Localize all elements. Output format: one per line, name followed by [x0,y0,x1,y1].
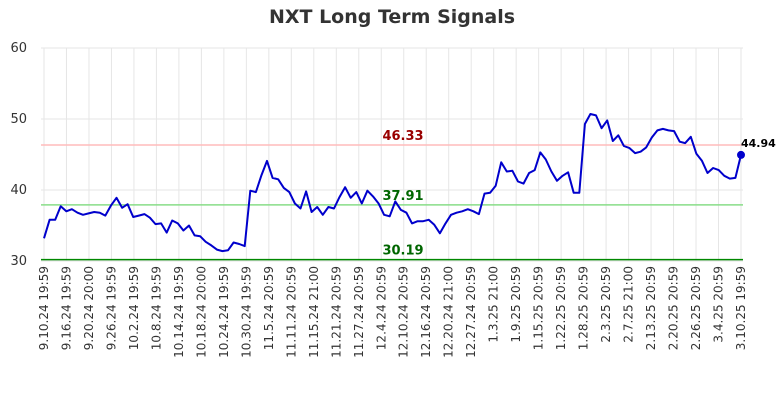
x-tick-label: 10.8.24 19:59 [149,266,163,350]
x-tick-label: 12.20.24 21:00 [442,266,456,358]
x-tick-label: 10.24.24 19:59 [217,266,231,358]
x-tick-label: 2.7.25 21:00 [622,266,636,343]
x-tick-label: 3.4.25 20:59 [712,266,726,343]
x-tick-label: 11.27.24 20:59 [352,266,366,358]
x-axis: 9.10.24 19:59 9.16.24 19:59 9.20.24 20:00 9… [37,266,748,358]
last-value-point [737,150,745,159]
x-tick-label: 11.15.24 21:00 [307,266,321,358]
reference-label: 30.19 [382,244,423,259]
x-tick-label: 11.21.24 20:59 [329,266,343,358]
x-tick-label: 2.3.25 20:59 [599,266,613,343]
x-tick-label: 9.10.24 19:59 [37,266,51,350]
x-tick-label: 1.28.25 20:59 [577,266,591,350]
x-tick-label: 10.14.24 19:59 [172,266,186,358]
last-value-label: 44.94 [741,137,776,150]
x-tick-label: 9.26.24 19:59 [104,266,118,350]
x-tick-label: 1.9.25 20:59 [509,266,523,343]
x-tick-label: 10.30.24 19:59 [239,266,253,358]
y-tick-label: 30 [10,254,27,269]
reference-label: 46.33 [382,129,423,144]
series-layer [43,113,745,253]
reference-label: 37.91 [382,189,423,204]
x-tick-label: 1.15.25 20:59 [532,266,546,350]
grid [41,47,743,262]
x-tick-label: 2.26.25 20:59 [689,266,703,350]
reference-lines [41,144,743,261]
x-tick-label: 9.16.24 19:59 [59,266,73,350]
x-tick-label: 2.13.25 20:59 [644,266,658,350]
x-tick-label: 12.4.24 20:59 [374,266,388,350]
chart-title: NXT Long Term Signals [268,6,516,28]
y-axis: 30 40 50 60 [10,41,27,269]
x-tick-label: 12.10.24 20:59 [397,266,411,358]
x-tick-label: 12.16.24 20:59 [419,266,433,358]
x-tick-label: 2.20.25 20:59 [667,266,681,350]
x-tick-label: 10.18.24 20:00 [194,266,208,358]
x-tick-label: 10.2.24 19:59 [127,266,141,350]
x-tick-label: 9.20.24 20:00 [82,266,96,350]
annotations: 46.33 37.91 30.19 44.94 [382,129,776,259]
y-tick-label: 50 [10,112,27,127]
x-tick-label: 1.3.25 21:00 [487,266,501,343]
x-tick-label: 1.22.25 20:59 [554,266,568,350]
x-tick-label: 11.11.24 20:59 [284,266,298,358]
y-tick-label: 60 [10,41,27,56]
y-tick-label: 40 [10,183,27,198]
x-tick-label: 12.27.24 20:59 [464,266,478,358]
series-line [43,113,742,253]
x-tick-label: 3.10.25 19:59 [734,266,748,350]
x-tick-label: 11.5.24 20:59 [262,266,276,350]
